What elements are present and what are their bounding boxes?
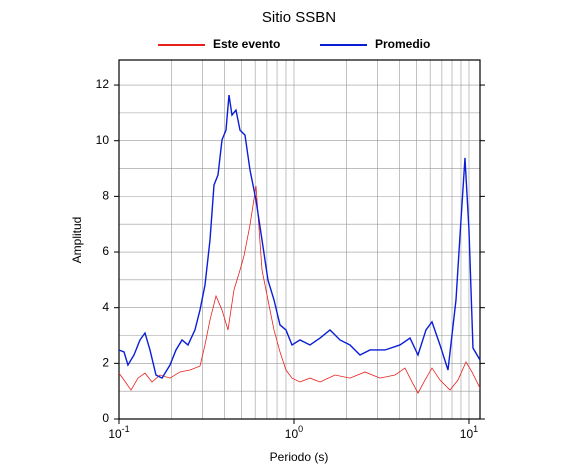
x-tick-exponent: 0 (298, 424, 303, 434)
plot-frame (118, 59, 481, 420)
x-axis-label: Periodo (s) (270, 450, 329, 464)
x-tick-label: 100 (285, 424, 303, 441)
y-tick-label: 6 (102, 244, 109, 258)
x-tick-exponent: 1 (473, 424, 478, 434)
x-tick-label: 10-1 (108, 424, 129, 441)
x-tick-exponent: -1 (122, 424, 130, 434)
x-tick-base: 10 (108, 427, 122, 441)
series-line (118, 94, 481, 380)
y-tick-label: 0 (102, 411, 109, 425)
series-line (118, 186, 481, 394)
y-tick-label: 2 (102, 356, 109, 370)
legend-label: Promedio (375, 37, 430, 51)
x-tick-base: 10 (460, 427, 474, 441)
x-tick-base: 10 (285, 427, 299, 441)
y-tick-label: 4 (102, 300, 109, 314)
y-tick-label: 10 (96, 133, 110, 147)
y-tick-label: 12 (96, 77, 110, 91)
y-tick-label: 8 (102, 189, 109, 203)
chart-title: Sitio SSBN (262, 9, 336, 26)
legend-label: Este evento (213, 37, 280, 51)
x-tick-label: 101 (460, 424, 478, 441)
y-axis-label: Amplitud (70, 217, 84, 264)
